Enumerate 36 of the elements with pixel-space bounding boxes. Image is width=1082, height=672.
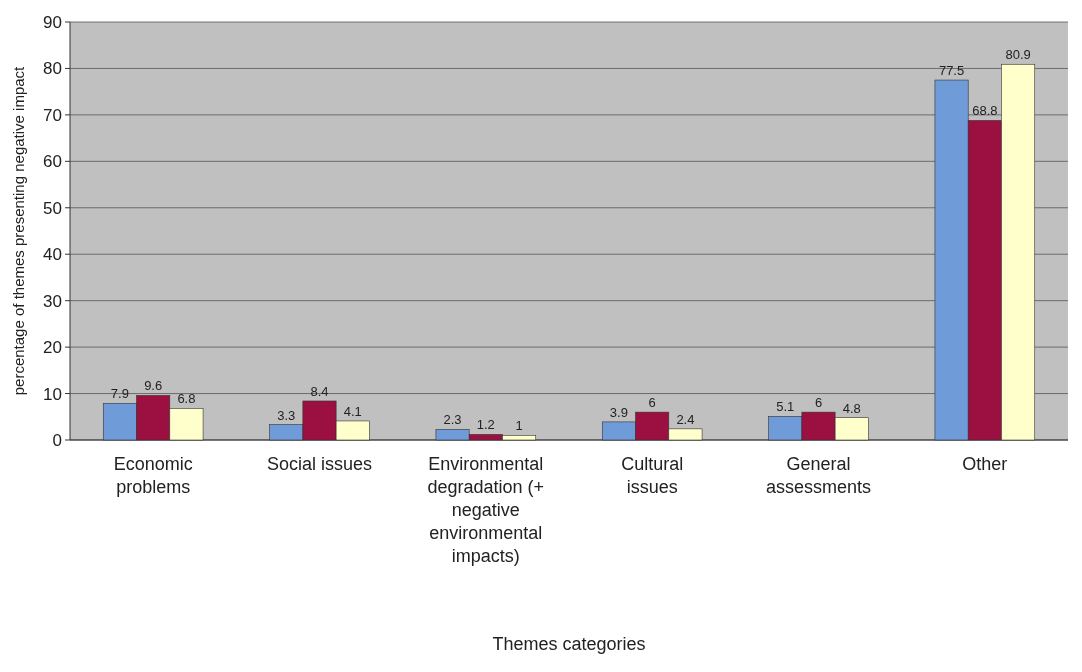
- data-label: 3.9: [609, 404, 628, 420]
- x-tick-label: Economic problems: [113, 454, 193, 497]
- data-label: 7.9: [110, 386, 129, 402]
- data-label: 3.3: [277, 407, 296, 423]
- y-tick-label: 30: [43, 291, 62, 311]
- data-label: 6: [814, 395, 823, 411]
- y-tick-label: 40: [43, 245, 62, 265]
- x-tick-label: General assessments: [765, 454, 872, 497]
- data-label: 6.8: [177, 391, 196, 407]
- data-label: 80.9: [1005, 47, 1031, 63]
- y-tick-label: 80: [43, 59, 62, 79]
- y-tick-label: 90: [43, 12, 62, 32]
- data-label: 2.4: [676, 411, 695, 427]
- data-label: 9.6: [144, 378, 163, 394]
- y-tick-label: 50: [43, 198, 62, 218]
- x-tick-label: Social issues: [266, 454, 373, 474]
- data-label: 1.2: [476, 417, 495, 433]
- x-tick-label: Cultural issues: [621, 454, 684, 497]
- x-tick-label: Environmental degradation (+ negative environmental impacts): [427, 454, 545, 566]
- data-label: 4.1: [343, 403, 362, 419]
- y-tick-label: 10: [43, 384, 62, 404]
- data-label: 68.8: [972, 103, 998, 119]
- data-label: 1: [515, 418, 523, 434]
- y-tick-label: 60: [43, 152, 62, 172]
- y-tick-label: 0: [52, 430, 62, 450]
- data-label: 5.1: [776, 399, 795, 415]
- data-label: 6: [648, 395, 656, 411]
- x-axis-title: Themes categories: [492, 634, 646, 654]
- x-tick-label: Other: [962, 454, 1008, 474]
- data-label: 2.3: [443, 412, 462, 428]
- y-tick-label: 70: [43, 105, 62, 125]
- data-label: 4.8: [842, 400, 861, 416]
- y-tick-label: 20: [43, 338, 62, 358]
- y-axis-title: percentage of themes presenting negative impact: [10, 65, 27, 396]
- data-label: 8.4: [310, 383, 329, 399]
- data-label: 77.5: [938, 63, 965, 79]
